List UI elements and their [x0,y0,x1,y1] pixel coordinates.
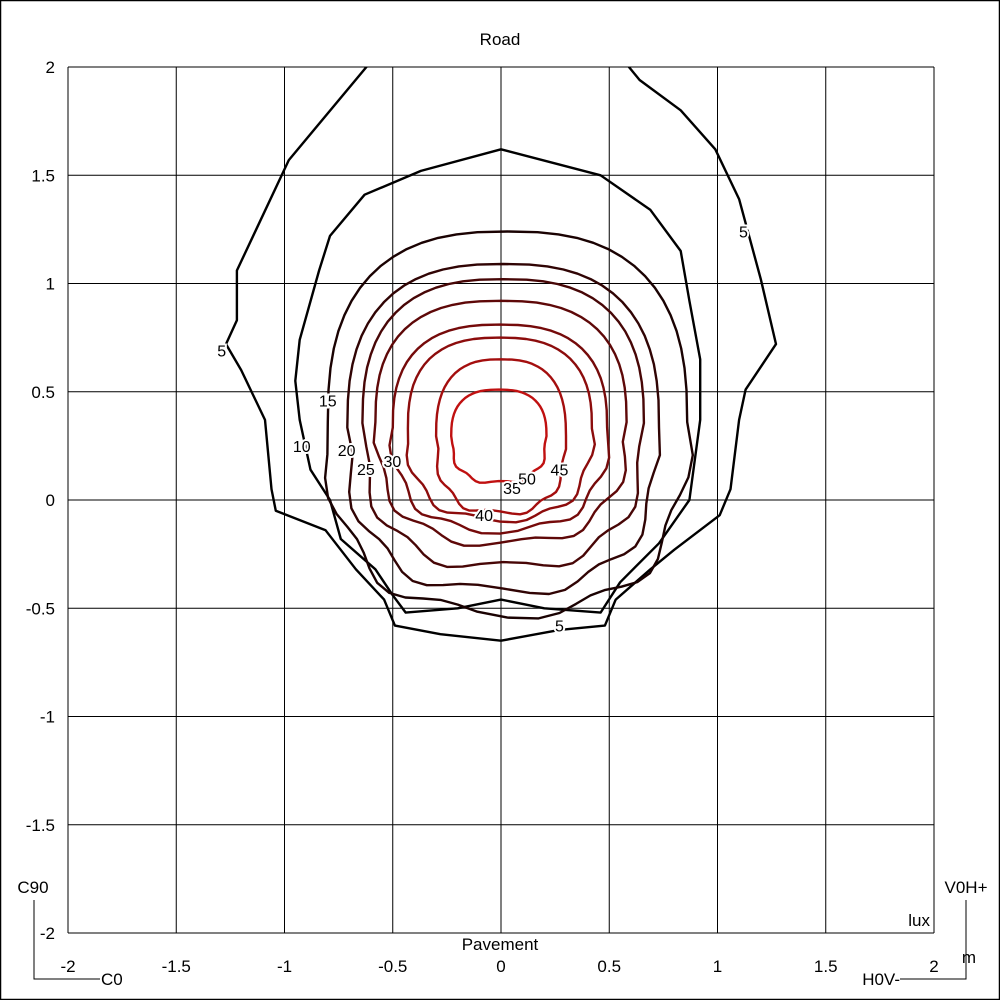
y-tick-label: 1.5 [31,166,55,185]
y-tick-label: 2 [46,58,55,77]
contour-20 [346,262,662,596]
contour-30 [372,299,628,547]
unit-label: lux [908,911,930,930]
x-tick-label: -2 [60,957,75,976]
y-tick-label: 1 [46,275,55,294]
x-tick-label: -1 [277,957,292,976]
corner-label-c90: C90 [17,878,48,897]
contour-10 [294,148,702,614]
contour-label: 30 [384,454,402,471]
contour-label: 50 [518,471,536,488]
x-tick-label: -0.5 [378,957,407,976]
contour-40 [405,336,596,524]
contour-35 [388,323,611,535]
contour-label: 10 [293,439,311,456]
c-axis-indicator [33,900,100,980]
contour-45 [434,358,568,516]
y-tick-label: -1.5 [26,816,55,835]
grid [67,66,935,934]
contour-label: 5 [217,344,226,361]
contour-25 [361,278,646,569]
x-tick-label: 1 [713,957,722,976]
y-tick-label: -1 [40,708,55,727]
corner-label-v0h: V0H+ [945,878,988,897]
contour-label: 45 [551,463,569,480]
y-tick-label: 0.5 [31,383,55,402]
contour-label: 5 [739,225,748,242]
contour-5 [224,67,778,642]
v-axis-indicator [900,900,967,980]
x-tick-label: 1.5 [814,957,838,976]
x-tick-label: 0.5 [597,957,621,976]
x-tick-label: 2 [929,957,938,976]
corner-label-h0v: H0V- [862,970,900,989]
contour-label: 25 [357,462,375,479]
distance-unit-label: m [962,948,976,967]
contour-label: 15 [319,393,337,410]
contour-label: 5 [555,619,564,636]
contours [224,67,778,642]
contour-label: 35 [503,481,521,498]
tick-labels: -2 -1.5 -1 -0.5 0 0.5 1 1.5 2 2 1.5 1 0.5 0 -0.5 -1 -1.5… [26,58,939,976]
y-tick-label: -2 [40,924,55,943]
x-tick-label: 0 [496,957,505,976]
contour-50 [450,388,548,484]
x-axis-label: Pavement [462,935,539,954]
contour-label: 40 [475,508,493,525]
y-tick-label: -0.5 [26,599,55,618]
corner-label-c0: C0 [101,970,123,989]
x-tick-label: -1.5 [162,957,191,976]
contour-15 [323,230,694,620]
contour-label: 20 [338,443,356,460]
y-tick-label: 0 [46,491,55,510]
chart-title: Road [480,30,521,49]
